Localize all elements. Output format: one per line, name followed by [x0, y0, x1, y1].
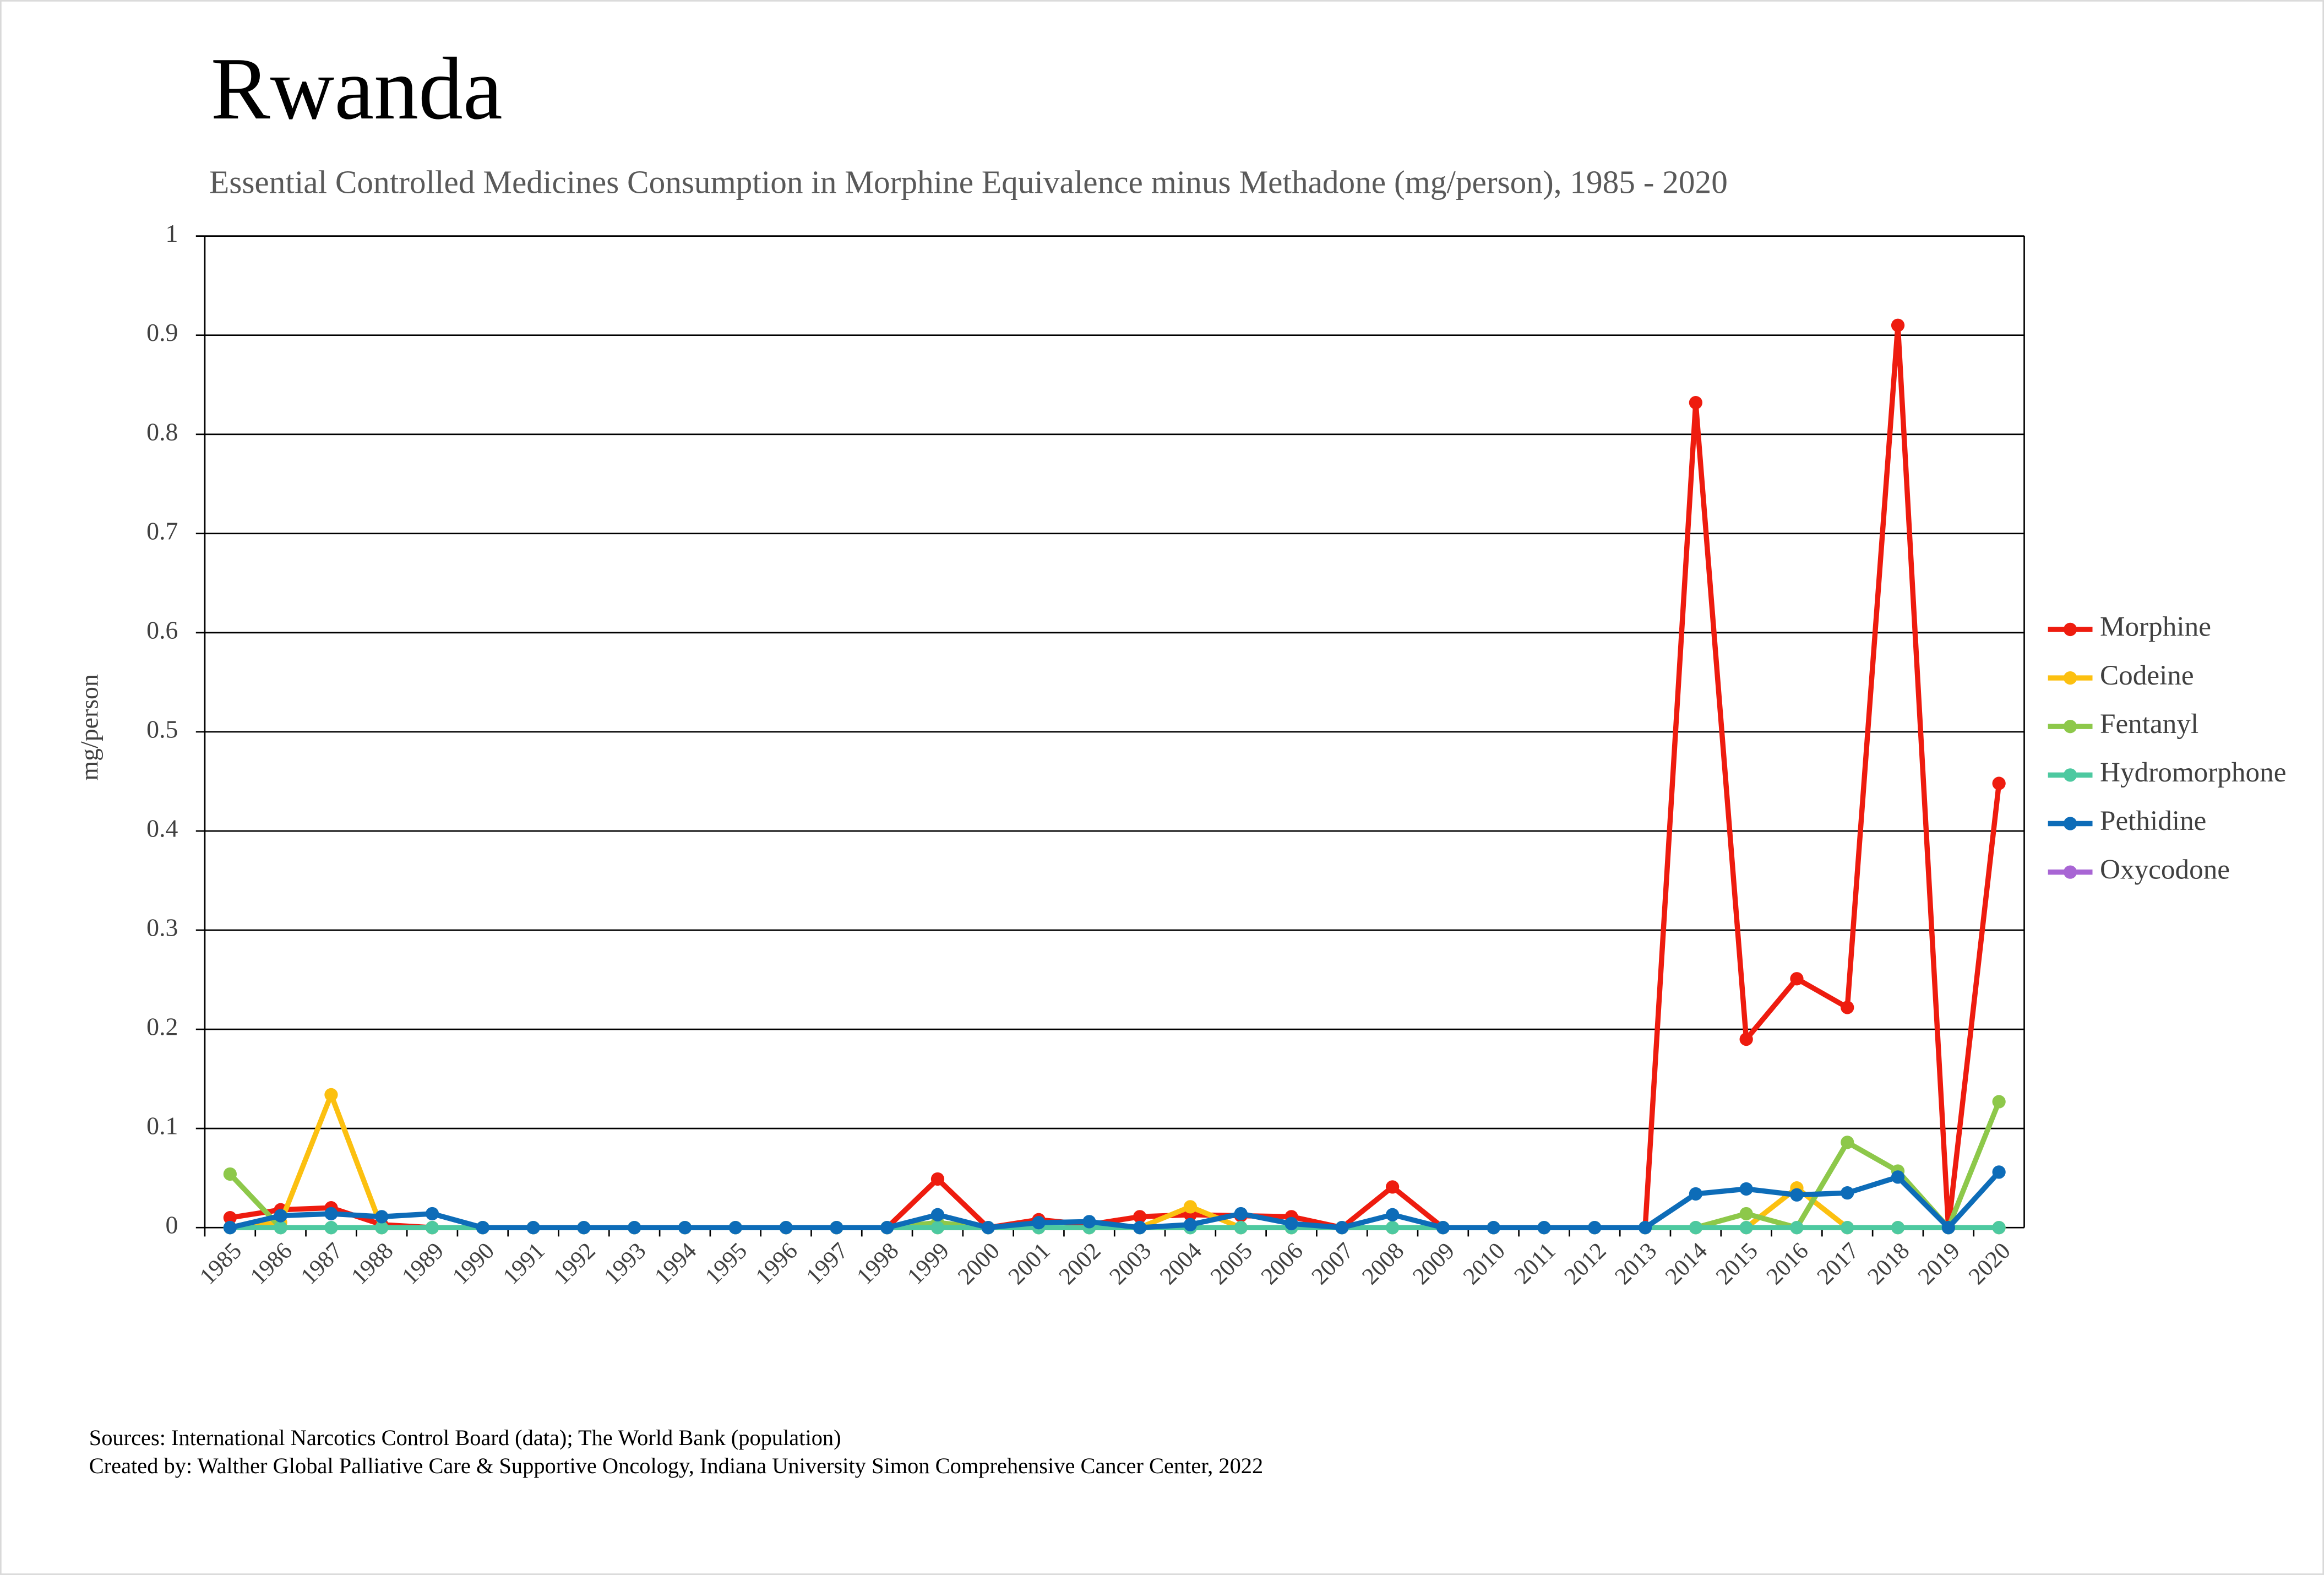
y-tick-label: 1 — [166, 219, 178, 247]
data-point — [1790, 1221, 1804, 1235]
data-point — [1739, 1032, 1753, 1046]
data-point — [1385, 1180, 1400, 1194]
data-point — [779, 1221, 793, 1235]
data-point — [223, 1167, 237, 1181]
data-point — [930, 1172, 945, 1186]
data-point — [274, 1221, 287, 1235]
data-point — [981, 1221, 995, 1235]
y-tick-label: 0.7 — [146, 517, 178, 545]
legend-marker — [2063, 768, 2077, 782]
data-point — [1992, 776, 2006, 790]
data-point — [1739, 1182, 1753, 1196]
data-point — [1891, 1221, 1905, 1235]
data-point — [1689, 1221, 1703, 1235]
data-point — [1335, 1221, 1349, 1235]
data-point — [1841, 1001, 1854, 1014]
data-point — [1082, 1215, 1096, 1229]
data-point — [223, 1211, 237, 1225]
data-point — [425, 1207, 439, 1221]
legend-marker — [2063, 865, 2077, 879]
data-point — [1385, 1208, 1400, 1221]
data-point — [1032, 1216, 1046, 1230]
y-tick-label: 0.6 — [146, 616, 178, 644]
data-point — [1183, 1200, 1198, 1214]
legend-label: Pethidine — [2100, 805, 2206, 837]
data-point — [728, 1221, 742, 1235]
data-point — [1992, 1095, 2006, 1109]
y-tick-label: 0.8 — [146, 417, 178, 446]
data-point — [324, 1207, 338, 1221]
data-point — [1739, 1207, 1753, 1221]
data-point — [628, 1221, 641, 1235]
data-point — [1790, 972, 1804, 986]
data-point — [1891, 318, 1905, 332]
y-tick-label: 0.1 — [146, 1112, 178, 1140]
data-point — [1133, 1210, 1147, 1224]
data-point — [1941, 1221, 1955, 1235]
y-tick-label: 0.4 — [146, 814, 178, 842]
data-point — [425, 1221, 439, 1235]
data-point — [1487, 1221, 1500, 1235]
data-point — [930, 1221, 945, 1235]
data-point — [324, 1088, 338, 1102]
y-tick-label: 0.9 — [146, 318, 178, 346]
data-point — [324, 1221, 338, 1235]
legend-label: Fentanyl — [2100, 708, 2198, 740]
data-point — [930, 1208, 945, 1221]
chart-title: Rwanda — [211, 39, 503, 138]
data-point — [830, 1221, 843, 1235]
data-point — [1638, 1221, 1652, 1235]
source-note: Sources: International Narcotics Control… — [89, 1425, 841, 1450]
data-point — [526, 1221, 540, 1235]
data-point — [1588, 1221, 1602, 1235]
series-line — [229, 1170, 2001, 1230]
legend-marker — [2063, 671, 2077, 685]
data-point — [1385, 1221, 1400, 1235]
data-point — [1841, 1221, 1854, 1235]
legend-label: Codeine — [2100, 660, 2194, 691]
data-point — [1537, 1221, 1551, 1235]
data-point — [1689, 1187, 1703, 1201]
data-point — [1841, 1186, 1854, 1200]
data-point — [274, 1209, 287, 1223]
data-point — [678, 1221, 692, 1235]
data-point — [1133, 1221, 1147, 1235]
data-point — [1790, 1188, 1804, 1202]
data-point — [1891, 1170, 1905, 1184]
data-point — [1234, 1221, 1248, 1235]
y-axis-label: mg/person — [75, 674, 104, 780]
y-tick-label: 0 — [166, 1211, 178, 1239]
data-point — [1285, 1216, 1298, 1231]
legend-label: Hydromorphone — [2100, 757, 2286, 788]
y-tick-label: 0.2 — [146, 1013, 178, 1041]
data-point — [1436, 1221, 1450, 1235]
data-point — [1739, 1221, 1753, 1235]
data-point — [375, 1210, 389, 1224]
data-point — [375, 1221, 389, 1235]
data-point — [1234, 1207, 1248, 1221]
data-point — [1183, 1218, 1198, 1231]
legend-marker — [2063, 622, 2077, 637]
data-point — [880, 1221, 894, 1235]
data-point — [1841, 1136, 1854, 1149]
data-point — [1689, 396, 1703, 410]
legend-label: Oxycodone — [2100, 854, 2230, 885]
legend-label: Morphine — [2100, 611, 2211, 643]
data-point — [223, 1221, 237, 1235]
data-point — [476, 1221, 489, 1235]
legend-marker — [2063, 720, 2077, 734]
data-point — [1992, 1221, 2006, 1235]
y-tick-label: 0.5 — [146, 715, 178, 743]
credit-note: Created by: Walther Global Palliative Ca… — [89, 1453, 1264, 1478]
y-tick-label: 0.3 — [146, 914, 178, 942]
data-point — [577, 1221, 591, 1235]
legend-marker — [2063, 817, 2077, 830]
chart-subtitle: Essential Controlled Medicines Consumpti… — [209, 164, 1728, 200]
data-point — [1992, 1165, 2006, 1179]
